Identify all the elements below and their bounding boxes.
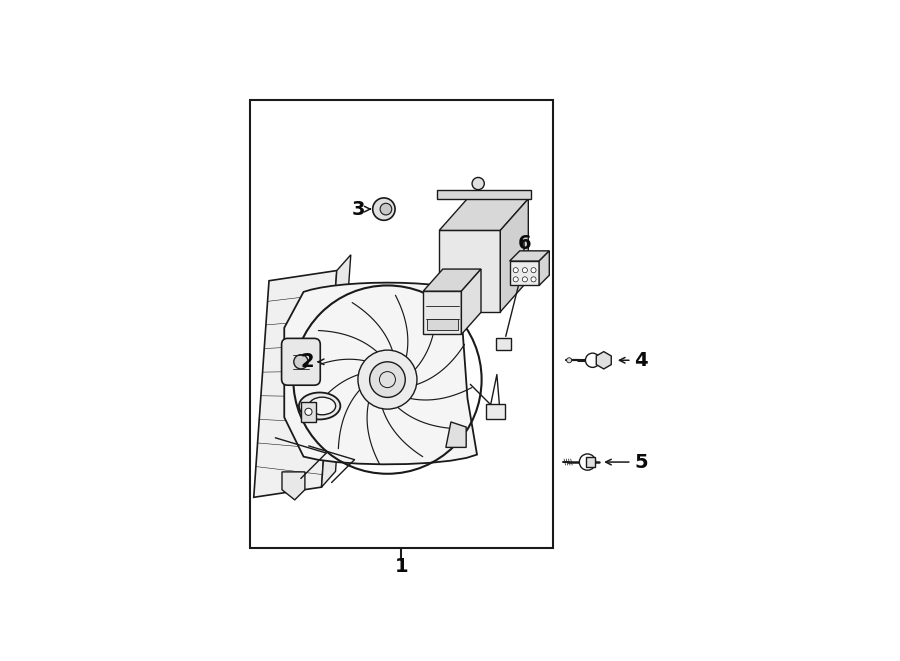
Polygon shape (597, 352, 611, 369)
Circle shape (370, 362, 405, 397)
Text: 6: 6 (518, 234, 531, 253)
Circle shape (522, 277, 527, 282)
Circle shape (373, 198, 395, 220)
Text: 2: 2 (301, 352, 314, 371)
Text: 1: 1 (394, 557, 409, 576)
Polygon shape (439, 199, 528, 231)
Polygon shape (282, 472, 305, 500)
Polygon shape (446, 422, 466, 447)
Polygon shape (423, 291, 462, 334)
FancyBboxPatch shape (282, 338, 320, 385)
Polygon shape (500, 199, 528, 312)
Circle shape (513, 268, 518, 273)
Circle shape (293, 355, 308, 369)
Bar (496, 338, 511, 350)
Polygon shape (427, 319, 457, 330)
Text: 4: 4 (634, 351, 648, 369)
Ellipse shape (299, 393, 340, 420)
Polygon shape (423, 269, 481, 291)
Text: 3: 3 (352, 200, 365, 219)
Polygon shape (509, 251, 549, 261)
Bar (250, 100, 553, 547)
Circle shape (472, 177, 484, 190)
Circle shape (580, 454, 596, 470)
Circle shape (567, 358, 572, 363)
Polygon shape (509, 261, 539, 286)
Bar (586, 457, 595, 467)
Polygon shape (436, 190, 531, 199)
Ellipse shape (309, 397, 336, 415)
Polygon shape (439, 231, 500, 312)
Circle shape (531, 268, 536, 273)
Circle shape (522, 268, 527, 273)
Text: 5: 5 (634, 453, 648, 471)
Circle shape (513, 277, 518, 282)
Polygon shape (284, 283, 477, 464)
Circle shape (358, 350, 417, 409)
Polygon shape (254, 270, 337, 497)
Circle shape (585, 353, 599, 368)
Polygon shape (539, 251, 549, 286)
Polygon shape (462, 269, 481, 334)
Circle shape (531, 277, 536, 282)
Circle shape (305, 408, 312, 415)
Polygon shape (321, 254, 351, 487)
Circle shape (380, 204, 392, 215)
Bar (486, 403, 505, 419)
Polygon shape (301, 402, 316, 422)
